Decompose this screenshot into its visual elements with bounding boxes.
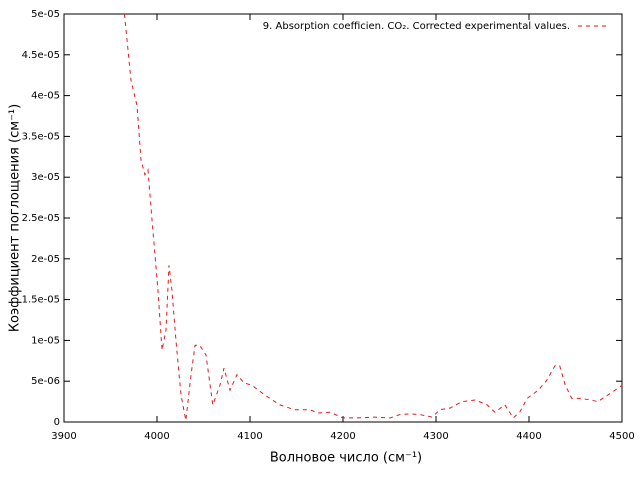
y-tick-label: 4.5e-05 bbox=[22, 50, 60, 61]
x-tick-label: 4300 bbox=[423, 431, 448, 442]
y-tick-label: 3e-05 bbox=[31, 172, 60, 183]
data-line bbox=[123, 13, 623, 421]
x-tick-label: 4000 bbox=[144, 431, 169, 442]
y-tick-label: 1e-05 bbox=[31, 335, 60, 346]
y-tick-label: 3.5e-05 bbox=[22, 131, 60, 142]
plot-frame bbox=[63, 13, 623, 423]
x-tick-label: 4200 bbox=[330, 431, 355, 442]
y-tick-label: 5e-05 bbox=[31, 9, 60, 20]
x-tick-label: 4500 bbox=[609, 431, 634, 442]
x-tick-label: 4400 bbox=[516, 431, 541, 442]
y-tick-label: 1.5e-05 bbox=[22, 295, 60, 306]
y-tick-label: 5e-06 bbox=[31, 376, 60, 387]
x-tick-label: 4100 bbox=[237, 431, 262, 442]
legend-label: 9. Absorption coefficien. CO₂. Corrected… bbox=[263, 21, 570, 32]
y-tick-label: 2e-05 bbox=[31, 254, 60, 265]
y-tick-label: 4e-05 bbox=[31, 91, 60, 102]
y-tick-label: 0 bbox=[54, 417, 60, 428]
x-tick-label: 3900 bbox=[51, 431, 76, 442]
y-tick-label: 2.5e-05 bbox=[22, 213, 60, 224]
x-axis-label: Волновое число (см⁻¹) bbox=[270, 451, 422, 466]
y-axis-label: Коэффициент поглощения (см⁻¹) bbox=[8, 104, 23, 332]
